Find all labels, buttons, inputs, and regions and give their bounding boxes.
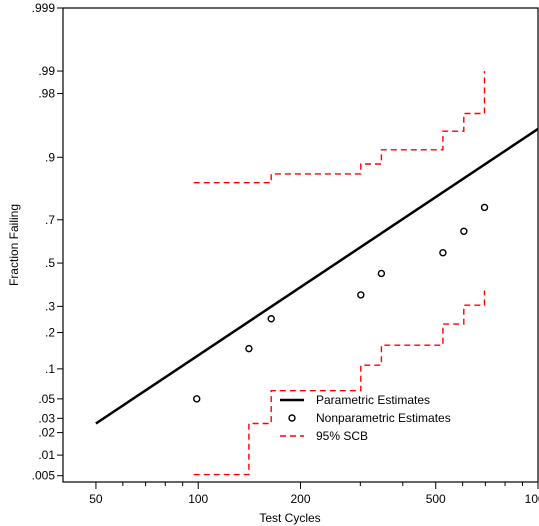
x-axis-title: Test Cycles (259, 511, 320, 525)
x-axis-ticks: 50 100 200 500 1000 (89, 482, 539, 506)
legend-swatch-nonparametric (288, 414, 296, 422)
parametric-fit-line (95, 127, 539, 425)
parametric-fit (95, 127, 539, 425)
y-tick-label: .05 (38, 392, 55, 406)
nonparametric-point (439, 249, 447, 257)
y-tick-label: .02 (38, 426, 55, 440)
nonparametric-point (480, 203, 489, 212)
scb-bands (193, 71, 486, 476)
x-tick-label: 100 (188, 492, 208, 506)
legend-label-nonparametric: Nonparametric Estimates (316, 411, 451, 425)
x-tick-label: 500 (426, 492, 446, 506)
nonparametric-point (357, 291, 365, 299)
y-axis-ticks: .005 .01 .02.03 .05 .1 .2 .3 .5 .7 .9 .98 .99 .999 (32, 1, 63, 483)
y-tick-label: .7 (45, 213, 55, 227)
legend-label-scb: 95% SCB (316, 429, 368, 443)
legend: Parametric Estimates Nonparametric Estim… (280, 393, 451, 443)
scb-upper-bound (193, 71, 486, 184)
y-tick-label: .3 (45, 299, 55, 313)
y-axis-title: Fraction Failing (7, 204, 21, 286)
y-tick-label: .03 (38, 411, 55, 425)
plot-frame (62, 7, 539, 483)
y-tick-label: .98 (38, 87, 55, 101)
legend-label-parametric: Parametric Estimates (316, 393, 430, 407)
y-tick-label: .1 (45, 362, 55, 376)
scb-lower-bound (193, 290, 486, 476)
nonparametric-point (267, 315, 275, 323)
x-tick-label: 200 (290, 492, 310, 506)
nonparametric-points (193, 203, 489, 403)
y-tick-label: .9 (45, 150, 55, 164)
x-tick-label: 1000 (525, 492, 539, 506)
y-tick-label: .005 (32, 469, 56, 483)
x-tick-label: 50 (89, 492, 103, 506)
y-tick-label: .999 (32, 1, 56, 15)
nonparametric-point (245, 344, 253, 353)
y-tick-label: .5 (45, 256, 55, 270)
y-tick-label: .01 (38, 448, 55, 462)
y-tick-label: .99 (38, 64, 55, 78)
nonparametric-point (193, 395, 201, 403)
y-tick-label: .2 (45, 326, 55, 340)
nonparametric-point (377, 269, 386, 278)
nonparametric-point (460, 227, 468, 235)
